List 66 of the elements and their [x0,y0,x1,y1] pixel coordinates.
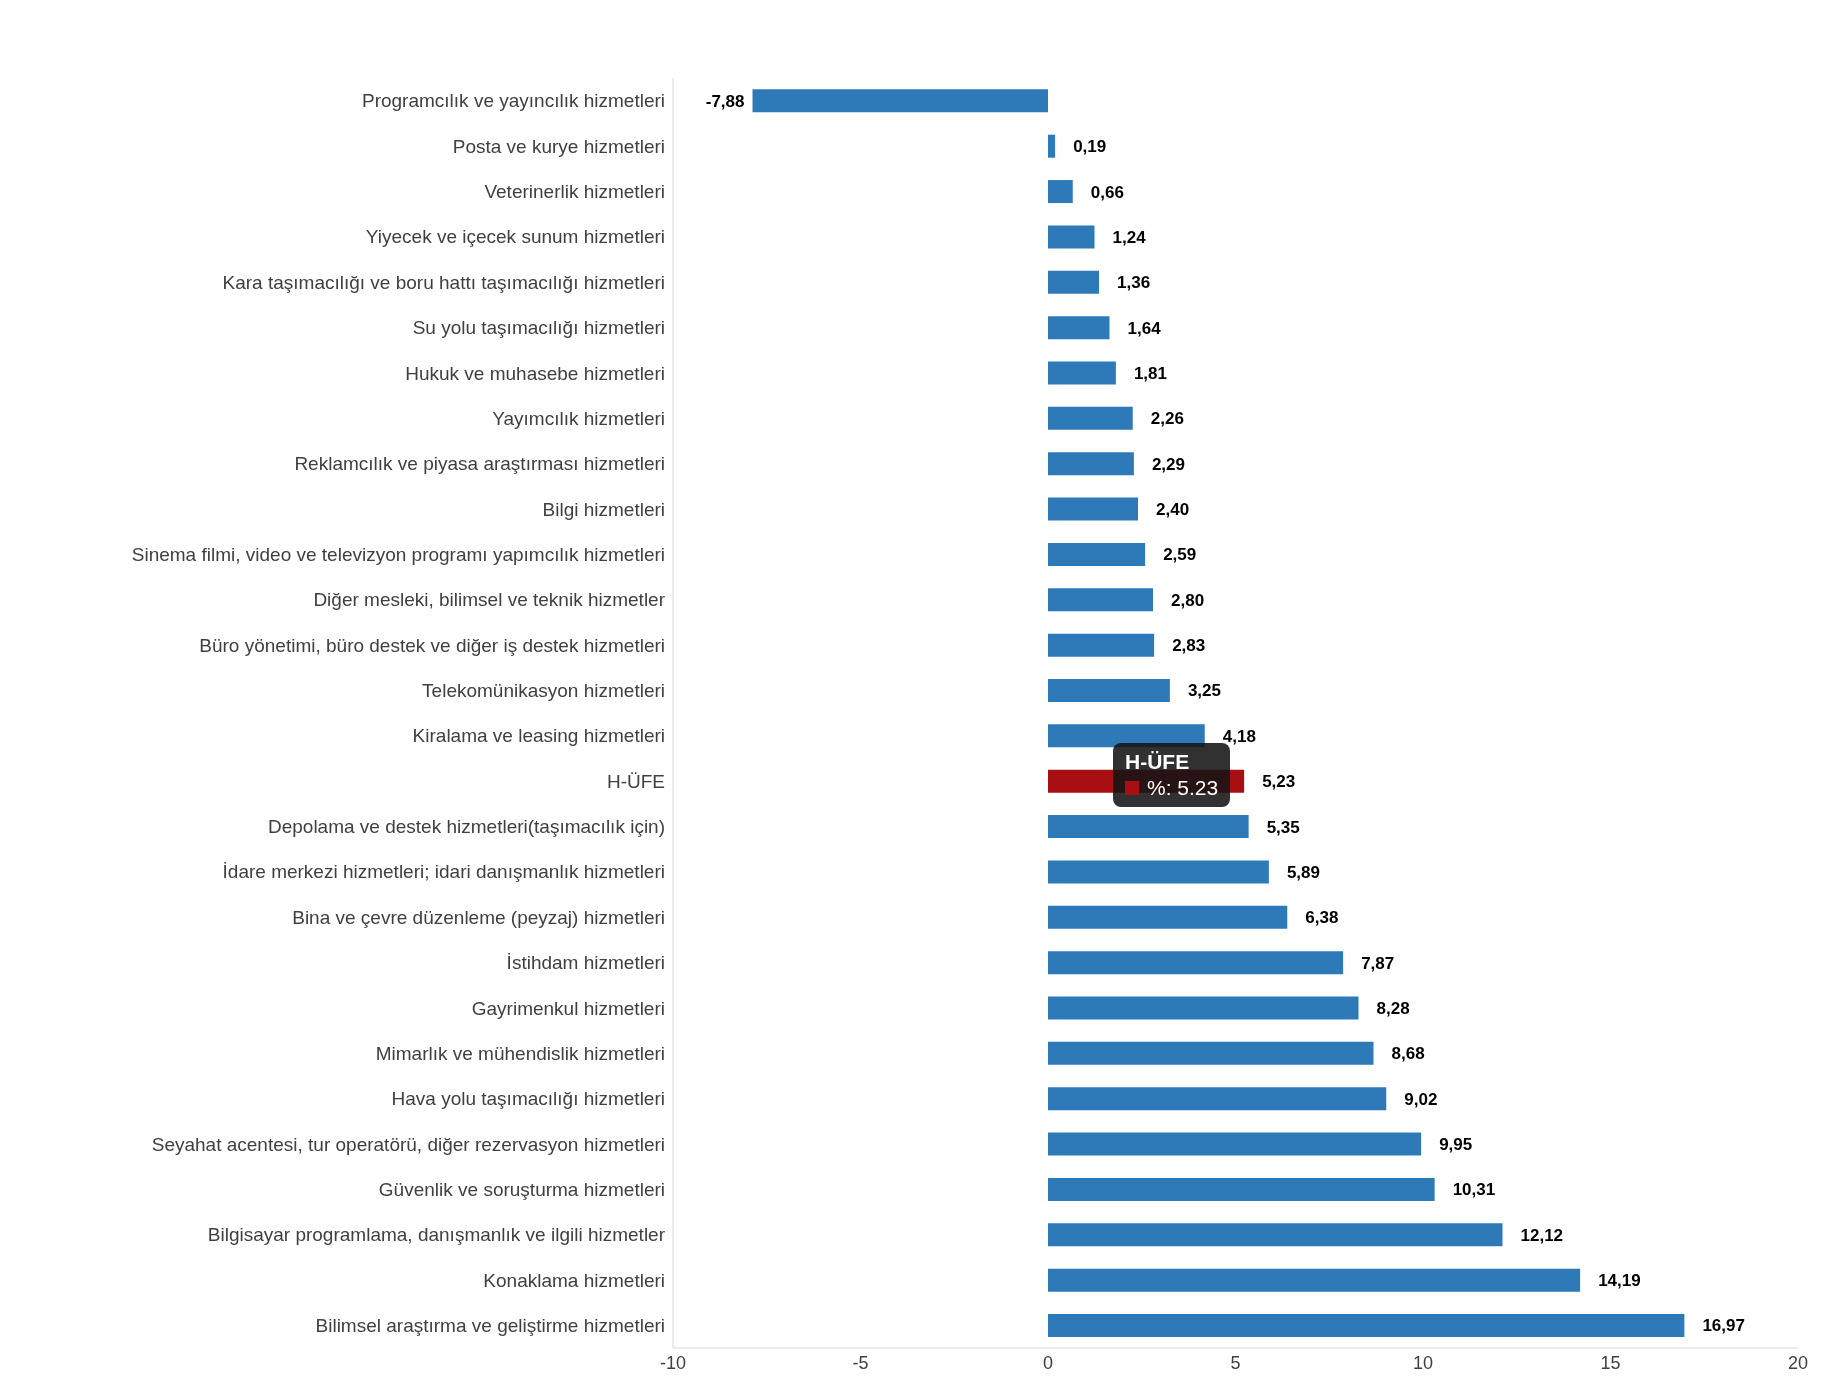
x-tick-label: -10 [659,1352,687,1373]
y-tick-label: Hukuk ve muhasebe hizmetleri [405,362,665,384]
y-tick-label: Yayımcılık hizmetleri [492,407,665,429]
data-label: 2,40 [1156,500,1190,519]
y-tick-label: Büro yönetimi, büro destek ve diğer iş destek hizmetleri [199,634,665,656]
y-tick-label: İstihdam hizmetleri [506,952,665,974]
data-label: 5,89 [1286,862,1320,882]
y-tick-label: Depolama ve destek hizmetleri(taşımacılık için) [267,816,665,838]
y-tick-label: Hava yolu taşımacılığı hizmetleri [391,1088,665,1110]
y-tick-label: Bilimsel araştırma ve geliştirme hizmetleri [315,1315,665,1337]
data-label: 2,83 [1172,636,1206,656]
y-tick-label: Kara taşımacılığı ve boru hattı taşımacılığı hizmetleri [222,271,665,293]
data-label: 0,19 [1073,137,1107,157]
data-label: 16,97 [1702,1316,1745,1336]
data-label: 4,18 [1222,726,1256,746]
x-tick-label: -5 [852,1352,869,1373]
data-label: 5,35 [1266,817,1300,837]
x-tick-label: 15 [1600,1352,1621,1373]
y-tick-label: Veterinerlik hizmetleri [484,181,665,203]
data-label: 6,38 [1305,908,1339,928]
data-label: 10,31 [1452,1180,1496,1200]
y-tick-label: Diğer mesleki, bilimsel ve teknik hizmetler [313,589,666,611]
y-tick-label: Konaklama hizmetleri [483,1269,665,1291]
y-tick-label: Programcılık ve yayıncılık hizmetleri [361,90,665,112]
data-label: 8,28 [1376,998,1410,1018]
data-label: 1,81 [1133,363,1167,383]
x-tick-label: 20 [1787,1352,1809,1373]
y-tick-label: Su yolu taşımacılığı hizmetleri [412,317,665,339]
y-tick-label: Seyahat acentesi, tur operatörü, diğer rezervasyon hizmetleri [151,1133,665,1155]
y-tick-label: Bilgisayar programlama, danışmanlık ve ilgili hizmetler [207,1224,666,1246]
data-label: 14,19 [1598,1271,1641,1291]
data-label: 9,95 [1439,1135,1473,1154]
data-label: 7,87 [1361,953,1395,973]
data-label: 1,24 [1112,227,1147,247]
x-tick-label: 10 [1412,1352,1434,1373]
y-tick-label: Gayrimenkul hizmetleri [471,997,665,1019]
annotation: H-ÜFE [1125,749,1190,775]
data-label: 5,23 [1262,772,1296,792]
data-label: 0,66 [1090,182,1124,202]
data-label: 12,12 [1520,1225,1564,1245]
data-label: -7,88 [705,91,745,111]
tooltip-box: H-ÜFE %: 5.23 [1113,743,1231,807]
data-label: 3,25 [1187,681,1221,701]
y-tick-label: Mimarlık ve mühendislik hizmetleri [375,1042,665,1064]
y-tick-label: Bilgi hizmetleri [542,498,665,520]
y-tick-label: H-ÜFE [606,770,665,792]
data-label: 9,02 [1404,1089,1438,1109]
x-tick-label: 0 [1042,1352,1054,1373]
data-label: 2,80 [1171,590,1205,610]
y-tick-label: Yiyecek ve içecek sunum hizmetleri [365,226,665,248]
annotation: %: 5.23 [1147,775,1219,801]
data-label: 8,68 [1391,1044,1425,1064]
y-tick-label: Sinema filmi, video ve televizyon programı yapımcılık hizmetleri [131,543,665,565]
y-tick-label: Bina ve çevre düzenleme (peyzaj) hizmetleri [292,906,665,928]
data-label: 2,29 [1151,454,1185,474]
data-label: 1,36 [1117,273,1151,293]
y-tick-label: Güvenlik ve soruşturma hizmetleri [378,1178,665,1200]
y-tick-label: Kiralama ve leasing hizmetleri [412,725,665,747]
y-tick-label: Reklamcılık ve piyasa araştırması hizmetleri [294,453,665,475]
data-label: 2,59 [1163,545,1197,565]
y-tick-label: İdare merkezi hizmetleri; idari danışmanlık hizmetleri [222,861,665,883]
y-tick-label: Telekomünikasyon hizmetleri [422,680,665,702]
x-tick-label: 5 [1230,1352,1241,1373]
data-label: 1,64 [1127,318,1162,338]
data-label: 2,26 [1150,409,1184,429]
y-tick-label: Posta ve kurye hizmetleri [452,135,665,157]
